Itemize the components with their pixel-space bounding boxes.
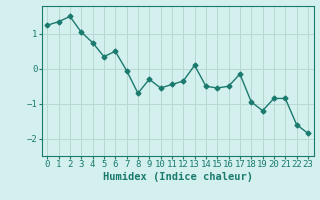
X-axis label: Humidex (Indice chaleur): Humidex (Indice chaleur) <box>103 172 252 182</box>
